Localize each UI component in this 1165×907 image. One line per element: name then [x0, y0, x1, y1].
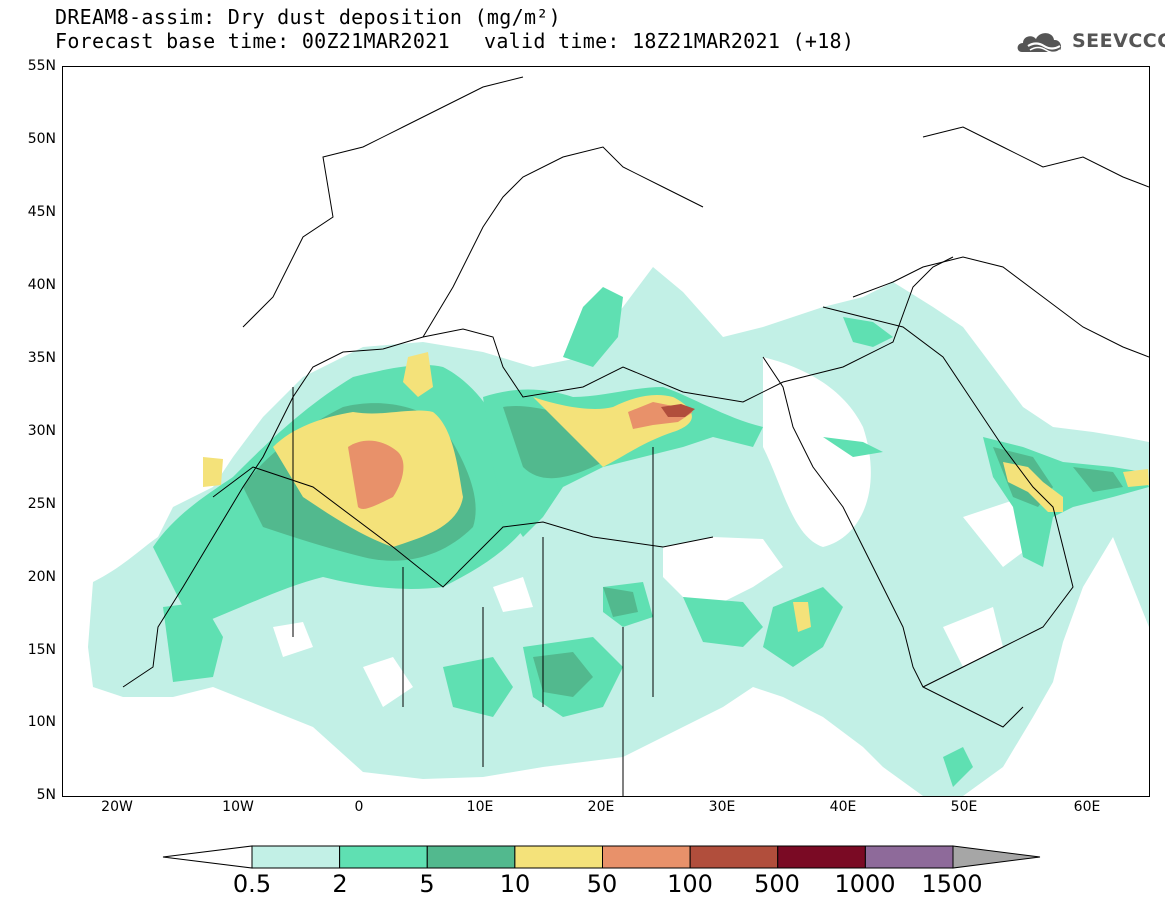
lat-label-20n: 20N: [27, 569, 56, 585]
lat-label-55n: 55N: [27, 58, 56, 74]
lat-label-35n: 35N: [27, 350, 56, 366]
colorbar-bin-7: [864, 845, 954, 869]
lat-label-30n: 30N: [27, 423, 56, 439]
colorbar-bin-3: [514, 845, 603, 869]
colorbar-label-500: 500: [754, 870, 800, 898]
colorbar-bin-5: [689, 845, 779, 869]
lon-label-0: 0: [354, 799, 364, 815]
colorbar-label-1500: 1500: [921, 870, 983, 898]
colorbar-bin-1: [339, 845, 428, 869]
lon-label-10w: 10W: [222, 799, 254, 815]
map-title: DREAM8-assim: Dry dust deposition (mg/m²…: [55, 5, 561, 29]
lat-label-10n: 10N: [27, 714, 56, 730]
lon-label-40e: 40E: [829, 799, 857, 815]
lat-label-15n: 15N: [27, 642, 56, 658]
forecast-base-time: Forecast base time: 00Z21MAR2021: [55, 29, 450, 53]
colorbar-bin-2: [426, 845, 516, 869]
lat-label-40n: 40N: [27, 277, 56, 293]
dust-deposition-map: [62, 66, 1150, 797]
colorbar-over-arrow: [952, 845, 1041, 869]
colorbar-bin-4: [602, 845, 691, 869]
colorbar-label-0.5: 0.5: [232, 870, 272, 898]
colorbar-label-50: 50: [586, 870, 618, 898]
colorbar-bin-6: [777, 845, 866, 869]
logo-text: SEEVCCC: [1072, 30, 1165, 52]
colorbar-label-1000: 1000: [834, 870, 896, 898]
colorbar-label-2: 2: [332, 870, 348, 898]
lon-label-10e: 10E: [466, 799, 494, 815]
seevccc-logo: SEEVCCC: [1016, 26, 1165, 58]
cloud-logo-icon: [1017, 33, 1062, 54]
valid-time: valid time: 18Z21MAR2021 (+18): [484, 29, 855, 53]
lat-label-50n: 50N: [27, 131, 56, 147]
lat-label-25n: 25N: [27, 496, 56, 512]
lon-label-50e: 50E: [950, 799, 978, 815]
contour-level-100: [661, 404, 695, 417]
lon-label-20e: 20E: [587, 799, 615, 815]
lon-label-30e: 30E: [708, 799, 736, 815]
colorbar: [162, 845, 1041, 869]
clear-areas: [273, 357, 1043, 707]
colorbar-label-10: 10: [499, 870, 531, 898]
lat-label-5n: 5N: [36, 787, 56, 803]
colorbar-under-arrow: [162, 845, 253, 869]
coastlines: [122, 76, 1149, 796]
lon-label-60e: 60E: [1073, 799, 1101, 815]
colorbar-label-5: 5: [419, 870, 435, 898]
colorbar-label-100: 100: [667, 870, 713, 898]
colorbar-bin-0: [251, 845, 341, 869]
map-canvas: [88, 76, 1149, 796]
lon-label-20w: 20W: [101, 799, 133, 815]
lat-label-45n: 45N: [27, 204, 56, 220]
